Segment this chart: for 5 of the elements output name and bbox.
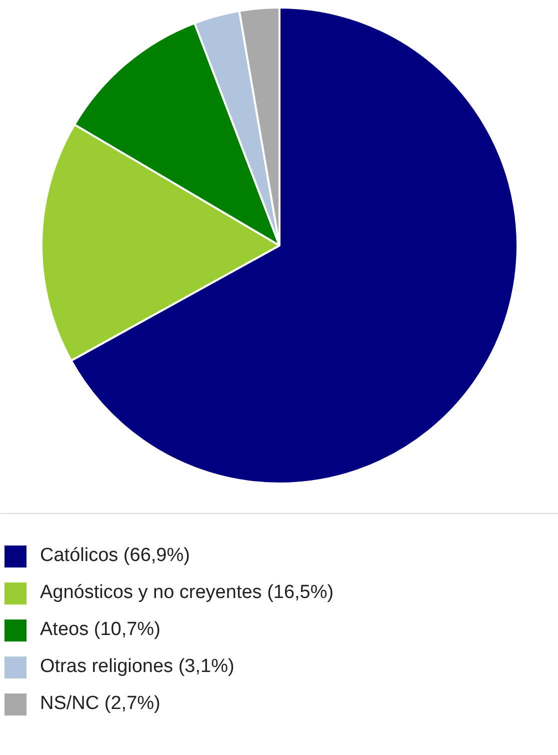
legend-label: Ateos (10,7%) (40, 619, 160, 641)
legend-label: Otras religiones (3,1%) (40, 656, 234, 678)
legend-label: NS/NC (2,7%) (40, 693, 160, 715)
legend-label: Agnósticos y no creyentes (16,5%) (40, 582, 334, 604)
legend-label: Católicos (66,9%) (40, 545, 190, 567)
